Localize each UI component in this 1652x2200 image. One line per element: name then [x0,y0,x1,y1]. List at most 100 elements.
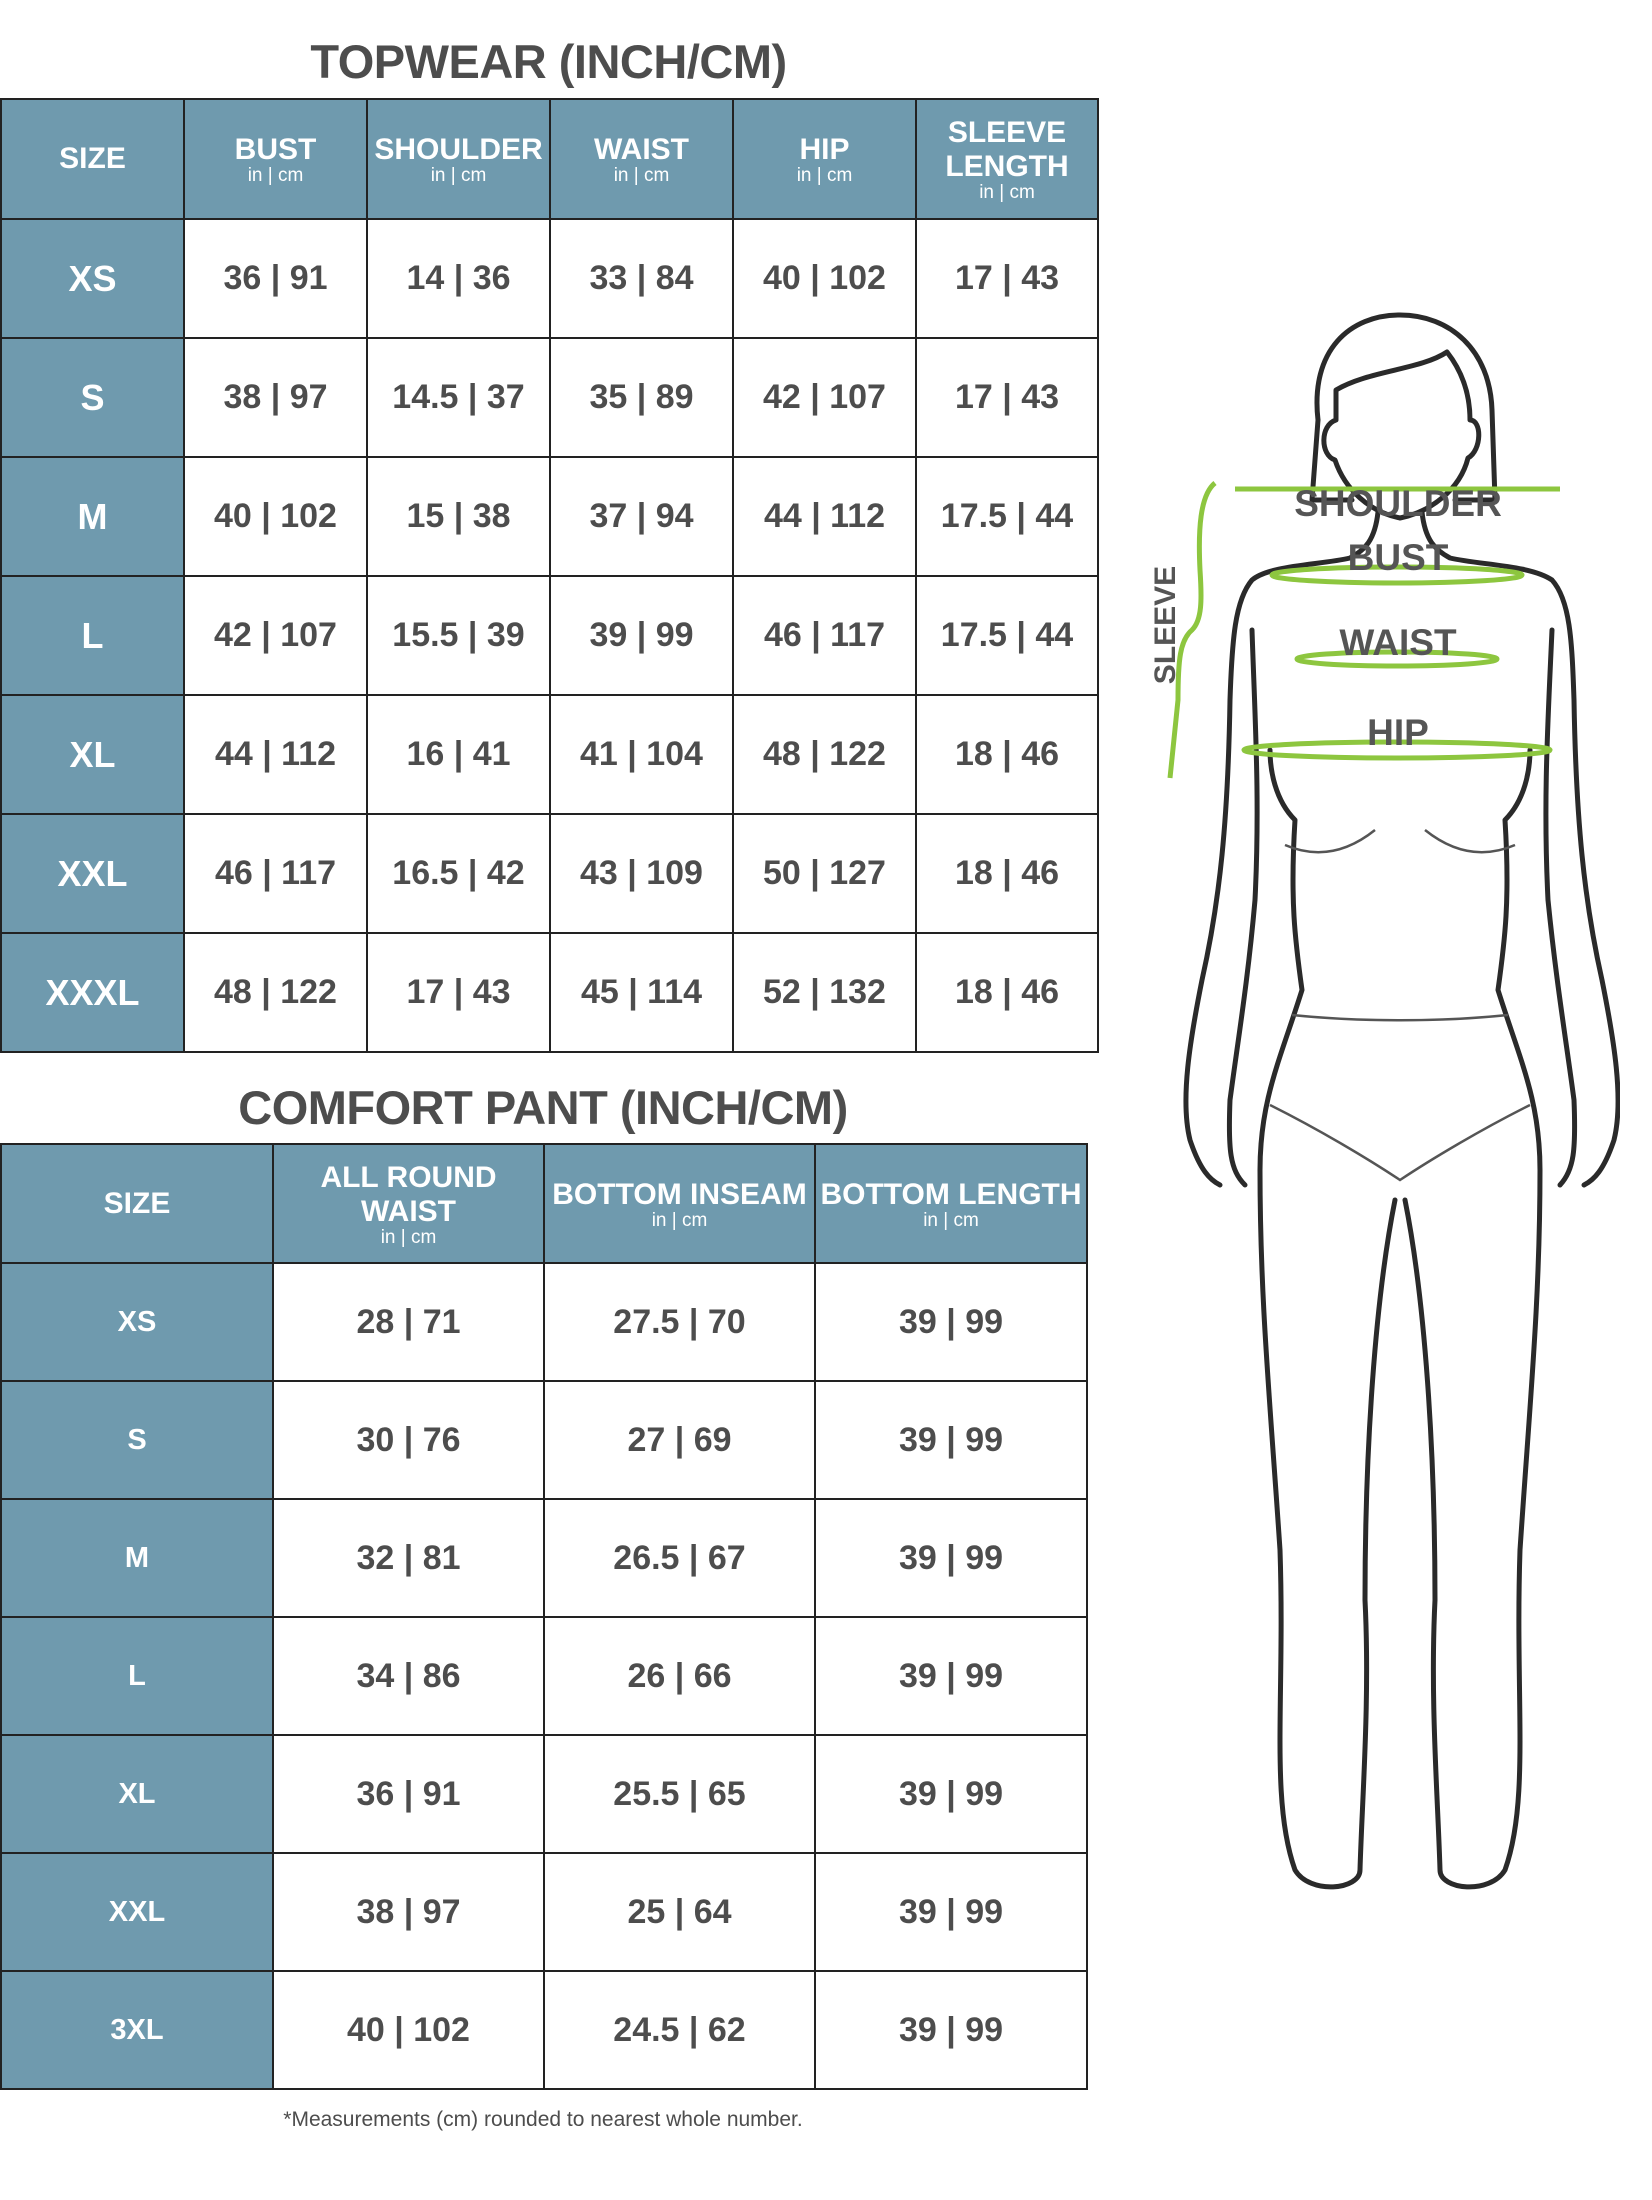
measurement-cell: 18 | 46 [915,813,1099,934]
size-cell: XS [0,1262,274,1382]
column-header-label: SLEEVE LENGTH [945,116,1069,183]
size-cell: XS [0,218,185,339]
measurement-cell: 46 | 117 [732,575,917,696]
unit-label: in | cm [380,1226,437,1248]
column-header-bottom-length: BOTTOM LENGTH in | cm [814,1143,1088,1264]
size-cell: XXL [0,1852,274,1972]
measurement-cell: 18 | 46 [915,932,1099,1053]
measurement-cell: 30 | 76 [272,1380,545,1500]
measurement-cell: 24.5 | 62 [543,1970,816,2090]
measurement-cell: 45 | 114 [549,932,734,1053]
column-header-size: SIZE [0,98,185,220]
column-header-label: WAIST [594,133,689,166]
comfort-pant-size-table: SIZE ALL ROUND WAIST in | cm BOTTOM INSEAM i… [0,1143,1088,2090]
sleeve-measure-line [1167,481,1217,779]
measurement-cell: 17.5 | 44 [915,575,1099,696]
column-header-label: BUST [234,133,317,166]
table-row: L 42 | 107 15.5 | 39 39 | 99 46 | 117 17.5 | … [0,575,1099,696]
topwear-title: TOPWEAR (INCH/CM) [310,35,787,88]
hip-label: HIP [1367,712,1429,753]
size-cell: 3XL [0,1970,274,2090]
measurement-cell: 44 | 112 [183,694,368,815]
column-header-label: BOTTOM LENGTH [820,1177,1082,1211]
measurement-cell: 36 | 91 [272,1734,545,1854]
measurement-cell: 17 | 43 [366,932,551,1053]
body-measurement-figure: SHOULDER BUST WAIST HIP SLEEVE [1149,312,1620,1890]
measurement-cell: 39 | 99 [814,1970,1088,2090]
measurement-cell: 39 | 99 [814,1380,1088,1500]
measurement-cell: 50 | 127 [732,813,917,934]
table-row: 3XL 40 | 102 24.5 | 62 39 | 99 [0,1970,1088,2090]
measurement-cell: 39 | 99 [814,1262,1088,1382]
measurement-cell: 32 | 81 [272,1498,545,1618]
column-header-sleeve-length: SLEEVE LENGTH in | cm [915,98,1099,220]
measurement-cell: 40 | 102 [732,218,917,339]
measurement-cell: 17 | 43 [915,337,1099,458]
measurement-cell: 28 | 71 [272,1262,545,1382]
column-header-size: SIZE [0,1143,274,1264]
column-header-shoulder: SHOULDER in | cm [366,98,551,220]
column-header-label: SIZE [59,142,126,175]
measurement-cell: 15 | 38 [366,456,551,577]
hair-outline [1314,312,1498,503]
measurement-cell: 43 | 109 [549,813,734,934]
column-header-label: BOTTOM INSEAM [552,1177,807,1211]
measurement-cell: 48 | 122 [183,932,368,1053]
header-row: SIZE BUST in | cm SHOULDER in | cm WAIST in | … [0,98,1099,220]
measurement-cell: 27.5 | 70 [543,1262,816,1382]
size-cell: XL [0,1734,274,1854]
column-header-waist: WAIST in | cm [549,98,734,220]
face-outline [1321,349,1482,521]
unit-label: in | cm [796,165,853,186]
column-header-bust: BUST in | cm [183,98,368,220]
measurement-cell: 52 | 132 [732,932,917,1053]
unit-label: in | cm [430,165,487,186]
table-row: XL 36 | 91 25.5 | 65 39 | 99 [0,1734,1088,1854]
unit-label: in | cm [613,165,670,186]
bust-measure-line [1269,564,1525,586]
column-header-label: HIP [799,133,850,166]
size-cell: S [0,1380,274,1500]
measurement-cell: 42 | 107 [732,337,917,458]
measurement-cell: 36 | 91 [183,218,368,339]
unit-label: in | cm [923,1209,979,1231]
measurement-cell: 41 | 104 [549,694,734,815]
comfort-pant-title: COMFORT PANT (INCH/CM) [238,1081,848,1134]
column-header-all-round-waist: ALL ROUND WAIST in | cm [272,1143,545,1264]
measurement-cell: 42 | 107 [183,575,368,696]
hip-measure-line [1241,739,1553,761]
column-header-label: SHOULDER [374,133,543,166]
table-row: M 32 | 81 26.5 | 67 39 | 99 [0,1498,1088,1618]
table-row: L 34 | 86 26 | 66 39 | 99 [0,1616,1088,1736]
measurement-cell: 39 | 99 [814,1852,1088,1972]
measurement-cell: 25.5 | 65 [543,1734,816,1854]
measurement-cell: 40 | 102 [183,456,368,577]
size-cell: XXL [0,813,185,934]
measurement-cell: 44 | 112 [732,456,917,577]
measurement-cell: 26 | 66 [543,1616,816,1736]
measurement-cell: 17 | 43 [915,218,1099,339]
topwear-size-table: SIZE BUST in | cm SHOULDER in | cm WAIST in | … [0,98,1099,1053]
bust-label: BUST [1348,537,1449,578]
measurement-cell: 34 | 86 [272,1616,545,1736]
unit-label: in | cm [247,165,304,186]
measurement-cell: 40 | 102 [272,1970,545,2090]
measurement-cell: 48 | 122 [732,694,917,815]
table-row: XS 28 | 71 27.5 | 70 39 | 99 [0,1262,1088,1382]
measurement-cell: 16.5 | 42 [366,813,551,934]
footnote: *Measurements (cm) rounded to nearest wh… [283,2108,803,2131]
waist-measure-line [1294,649,1500,669]
table-row: S 30 | 76 27 | 69 39 | 99 [0,1380,1088,1500]
measurement-cell: 17.5 | 44 [915,456,1099,577]
measurement-cell: 46 | 117 [183,813,368,934]
shoulder-label: SHOULDER [1294,483,1502,524]
measurement-cell: 18 | 46 [915,694,1099,815]
table-row: XXXL 48 | 122 17 | 43 45 | 114 52 | 132 18 | … [0,932,1099,1053]
column-header-label: ALL ROUND WAIST [320,1160,497,1228]
measurement-cell: 14 | 36 [366,218,551,339]
sleeve-label: SLEEVE [1149,566,1182,684]
unit-label: in | cm [651,1209,708,1231]
measurement-cell: 35 | 89 [549,337,734,458]
measurement-cell: 33 | 84 [549,218,734,339]
table-row: XS 36 | 91 14 | 36 33 | 84 40 | 102 17 | 43 [0,218,1099,339]
